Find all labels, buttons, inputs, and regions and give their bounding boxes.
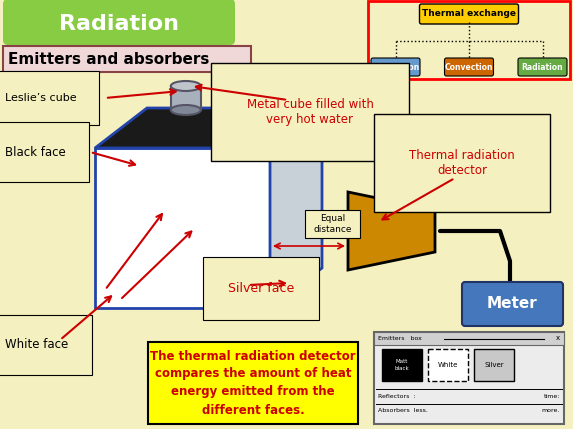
Text: Emitters   box: Emitters box bbox=[378, 336, 422, 341]
Text: White: White bbox=[438, 362, 458, 368]
Text: Absorbers  less.: Absorbers less. bbox=[378, 408, 428, 414]
Text: more.: more. bbox=[541, 408, 560, 414]
Text: Thermal exchange: Thermal exchange bbox=[422, 9, 516, 18]
Text: Silver: Silver bbox=[484, 362, 504, 368]
FancyBboxPatch shape bbox=[371, 58, 420, 76]
FancyBboxPatch shape bbox=[462, 282, 563, 326]
Text: Radiation: Radiation bbox=[521, 63, 563, 72]
Ellipse shape bbox=[171, 81, 201, 91]
Bar bbox=[428, 349, 468, 381]
FancyBboxPatch shape bbox=[445, 58, 493, 76]
Text: time:: time: bbox=[544, 393, 560, 399]
Text: Conduction: Conduction bbox=[371, 63, 420, 72]
Text: Radiation: Radiation bbox=[59, 14, 179, 34]
Text: Matt
black: Matt black bbox=[395, 360, 409, 371]
FancyBboxPatch shape bbox=[3, 0, 235, 45]
Polygon shape bbox=[95, 108, 322, 148]
Bar bbox=[95, 148, 270, 308]
Bar bbox=[305, 210, 360, 238]
Bar bbox=[171, 86, 201, 110]
Text: Silver face: Silver face bbox=[228, 281, 295, 294]
Polygon shape bbox=[270, 108, 322, 308]
Text: White face: White face bbox=[5, 338, 68, 351]
Text: Emitters and absorbers: Emitters and absorbers bbox=[8, 52, 209, 67]
Text: The thermal radiation detector
compares the amount of heat
energy emitted from t: The thermal radiation detector compares … bbox=[150, 350, 356, 417]
Bar bbox=[374, 332, 564, 345]
FancyBboxPatch shape bbox=[518, 58, 567, 76]
Bar bbox=[382, 349, 422, 381]
Ellipse shape bbox=[171, 105, 201, 115]
Text: Thermal radiation
detector: Thermal radiation detector bbox=[409, 149, 515, 177]
Bar bbox=[368, 1, 570, 79]
Bar bbox=[474, 349, 514, 381]
FancyBboxPatch shape bbox=[419, 4, 519, 24]
Text: Meter: Meter bbox=[487, 296, 538, 311]
Text: Equal
distance: Equal distance bbox=[313, 214, 352, 234]
Text: Reflectors  :: Reflectors : bbox=[378, 393, 415, 399]
Bar bbox=[3, 46, 251, 72]
Text: Convection: Convection bbox=[445, 63, 493, 72]
Text: Leslie’s cube: Leslie’s cube bbox=[5, 93, 77, 103]
Text: Metal cube filled with
very hot water: Metal cube filled with very hot water bbox=[246, 98, 374, 126]
Polygon shape bbox=[348, 192, 435, 270]
Bar bbox=[148, 342, 358, 424]
Bar bbox=[374, 332, 564, 424]
Text: x: x bbox=[556, 335, 560, 341]
Text: Black face: Black face bbox=[5, 145, 66, 158]
